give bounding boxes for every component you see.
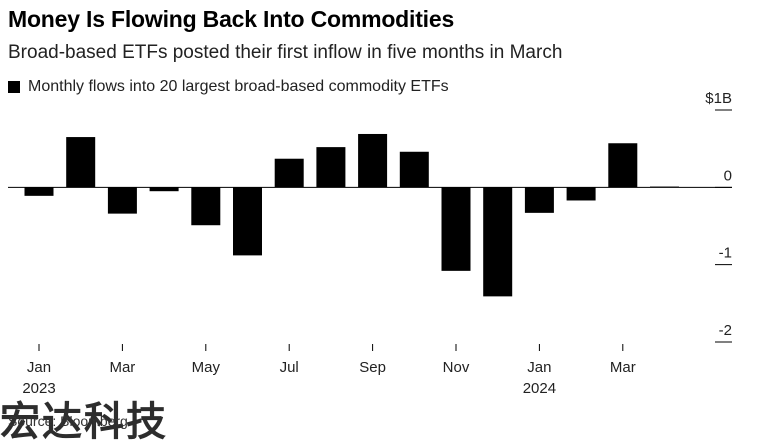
x-tick-year-label: 2024 bbox=[523, 380, 556, 397]
chart-title: Money Is Flowing Back Into Commodities bbox=[8, 6, 455, 32]
bar bbox=[274, 158, 304, 188]
bar bbox=[66, 137, 96, 188]
bar bbox=[483, 187, 513, 297]
bar bbox=[441, 187, 471, 271]
bar bbox=[566, 187, 596, 201]
x-tick-label: Jan bbox=[27, 359, 51, 376]
x-tick-label: May bbox=[192, 359, 221, 376]
y-tick-label: -1 bbox=[719, 245, 732, 262]
watermark-logo: 宏达科技 bbox=[0, 399, 168, 445]
x-tick-label: Nov bbox=[443, 359, 470, 376]
x-tick-label: Mar bbox=[610, 359, 636, 376]
y-tick-label: $1B bbox=[705, 90, 732, 107]
source-note: Source: Bloomberg bbox=[8, 413, 128, 429]
bar bbox=[524, 187, 554, 213]
bar bbox=[399, 151, 429, 188]
y-tick-label: 0 bbox=[724, 167, 732, 184]
chart-subtitle: Broad-based ETFs posted their first infl… bbox=[8, 42, 563, 63]
bar bbox=[191, 187, 221, 226]
x-tick-year-label: 2023 bbox=[22, 380, 55, 397]
y-tick-label: -2 bbox=[719, 322, 732, 339]
x-tick-label: Jan bbox=[527, 359, 551, 376]
bar bbox=[24, 187, 54, 196]
x-tick-label: Jul bbox=[280, 359, 299, 376]
bar bbox=[107, 187, 137, 214]
legend-label: Monthly flows into 20 largest broad-base… bbox=[28, 78, 449, 95]
bar bbox=[233, 187, 262, 256]
bar bbox=[149, 187, 179, 192]
x-tick-label: Mar bbox=[109, 359, 135, 376]
bar bbox=[316, 147, 346, 188]
legend: Monthly flows into 20 largest broad-base… bbox=[8, 78, 449, 96]
bar bbox=[358, 133, 388, 188]
bar bbox=[608, 143, 638, 188]
legend-swatch bbox=[8, 81, 20, 93]
x-tick-label: Sep bbox=[359, 359, 386, 376]
